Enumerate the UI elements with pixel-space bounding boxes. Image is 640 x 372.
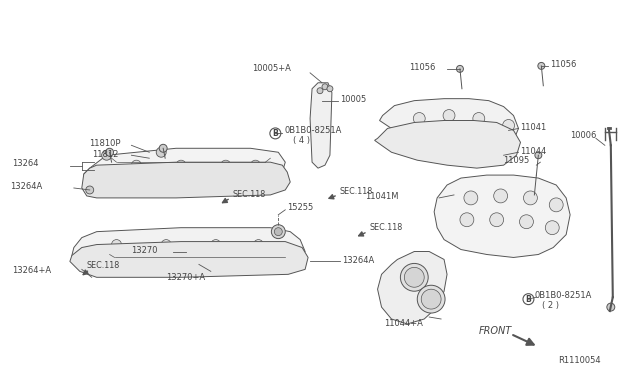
Text: 15255: 15255	[287, 203, 314, 212]
Circle shape	[221, 160, 230, 170]
Text: B: B	[273, 129, 278, 138]
Circle shape	[538, 62, 545, 69]
Polygon shape	[84, 148, 285, 185]
Text: 11810P: 11810P	[89, 139, 120, 148]
Text: SEC.118: SEC.118	[87, 261, 120, 270]
Text: 13264A: 13264A	[342, 256, 374, 265]
Polygon shape	[72, 228, 305, 271]
Polygon shape	[378, 251, 447, 324]
Circle shape	[111, 240, 122, 250]
Circle shape	[421, 289, 441, 309]
Circle shape	[327, 86, 333, 92]
Text: 11041M: 11041M	[365, 192, 398, 201]
Circle shape	[443, 110, 455, 122]
Circle shape	[176, 160, 186, 170]
Circle shape	[456, 65, 463, 73]
Circle shape	[549, 198, 563, 212]
Circle shape	[523, 294, 534, 305]
Circle shape	[159, 144, 167, 152]
Text: ( 2 ): ( 2 )	[542, 301, 559, 310]
Circle shape	[250, 160, 260, 170]
Circle shape	[520, 215, 533, 229]
Polygon shape	[434, 175, 570, 257]
Text: B: B	[525, 295, 531, 304]
Polygon shape	[374, 121, 520, 168]
Circle shape	[535, 152, 542, 159]
Text: 13270+A: 13270+A	[166, 273, 205, 282]
Text: 11812: 11812	[92, 150, 118, 159]
Text: SEC.118: SEC.118	[370, 223, 403, 232]
Circle shape	[502, 119, 515, 131]
Circle shape	[317, 88, 323, 94]
Text: 11044+A: 11044+A	[385, 320, 424, 328]
Text: 11056: 11056	[410, 63, 436, 73]
Text: 13270: 13270	[131, 246, 158, 255]
Text: 10005+A: 10005+A	[253, 64, 291, 73]
Text: 10006: 10006	[570, 131, 596, 140]
Circle shape	[271, 225, 285, 238]
Text: 0B1B0-8251A: 0B1B0-8251A	[534, 291, 592, 300]
Text: 13264+A: 13264+A	[12, 266, 51, 275]
Text: FRONT: FRONT	[479, 326, 512, 336]
Circle shape	[253, 240, 264, 250]
Circle shape	[86, 186, 93, 194]
Text: 0B1B0-8251A: 0B1B0-8251A	[284, 126, 342, 135]
Circle shape	[161, 240, 171, 250]
Circle shape	[413, 113, 425, 125]
Text: 13264A: 13264A	[10, 183, 43, 192]
Circle shape	[106, 148, 113, 156]
Circle shape	[490, 213, 504, 227]
Circle shape	[464, 191, 478, 205]
Circle shape	[270, 128, 281, 139]
Circle shape	[102, 150, 111, 160]
Circle shape	[460, 213, 474, 227]
Circle shape	[131, 160, 141, 170]
Text: 10005: 10005	[340, 95, 366, 104]
Polygon shape	[380, 99, 518, 148]
Circle shape	[545, 221, 559, 235]
Circle shape	[211, 240, 221, 250]
Circle shape	[473, 113, 484, 125]
Text: 11041: 11041	[520, 123, 547, 132]
Circle shape	[156, 147, 166, 157]
Circle shape	[493, 189, 508, 203]
Text: 11044: 11044	[520, 147, 547, 156]
Circle shape	[275, 228, 282, 235]
Circle shape	[524, 191, 538, 205]
Text: SEC.118: SEC.118	[233, 190, 266, 199]
Text: ( 4 ): ( 4 )	[293, 136, 310, 145]
Circle shape	[322, 84, 328, 90]
Circle shape	[607, 303, 615, 311]
Polygon shape	[70, 241, 308, 277]
Text: 13264: 13264	[12, 159, 39, 168]
Text: 11095: 11095	[502, 156, 529, 165]
Polygon shape	[82, 162, 290, 198]
Text: SEC.118: SEC.118	[340, 187, 373, 196]
Circle shape	[404, 267, 424, 287]
Circle shape	[401, 263, 428, 291]
Polygon shape	[310, 83, 332, 168]
Text: 11056: 11056	[550, 60, 577, 70]
Text: R1110054: R1110054	[558, 356, 601, 365]
Circle shape	[417, 285, 445, 313]
